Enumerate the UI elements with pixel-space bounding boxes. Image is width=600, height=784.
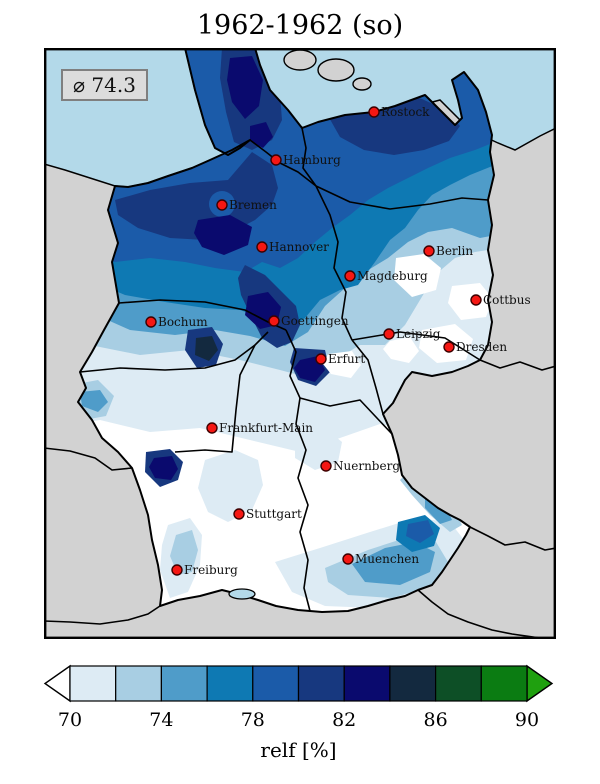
city-marker [470,294,482,306]
germany-contour-map: Rostock Hamburg Bremen Hannover Berlin Magdeb… [44,48,556,639]
contour-84-86 [195,336,218,361]
city-marker [342,553,354,565]
city-label: Bremen [229,198,277,212]
colorbar-segment [389,665,437,702]
colorbar-segment [435,665,482,702]
city-marker [320,460,332,472]
mean-value-badge: ⌀ 74.3 [61,69,148,101]
colorbar-over-arrow [526,664,554,703]
city-label: Stuttgart [246,507,302,521]
city-marker [145,316,157,328]
city-label: Hamburg [283,153,341,167]
city-marker [443,341,455,353]
city-label: Frankfurt-Main [219,421,313,435]
colorbar-axis-label: relf [%] [260,738,336,762]
colorbar-svg: 70 74 78 82 86 90 relf [%] [43,664,554,762]
eifel-patch-74-76 [80,390,108,412]
colorbar-segments [69,665,528,702]
colorbar-segment [297,665,345,702]
city-marker [270,154,282,166]
city-marker [256,241,268,253]
city-marker [383,328,395,340]
colorbar-ticks: 70 74 78 82 86 90 [58,709,539,731]
city-label: Bochum [158,315,208,329]
colorbar-tick-label: 86 [424,709,448,731]
city-marker [268,315,280,327]
city-label: Freiburg [184,563,238,577]
city-label: Goettingen [281,314,349,328]
map-frame [44,48,556,639]
city-marker [171,564,183,576]
city-label: Nuernberg [333,459,400,473]
city-label: Leipzig [396,327,441,341]
white-patch-berlin [394,254,441,297]
colorbar-under-arrow [43,664,71,703]
contour-82-84 [250,122,273,148]
colorbar-segment [69,665,117,702]
map-axes: Rostock Hamburg Bremen Hannover Berlin Magdeb… [44,48,556,639]
city-label: Magdeburg [357,269,428,283]
alps-patch-78-80 [406,520,434,543]
city-marker [216,199,228,211]
lake-constance [228,588,256,600]
white-patch-cottbus [448,283,493,320]
colorbar-tick-label: 74 [149,709,173,731]
contour-82-84 [227,56,263,119]
colorbar-tick-label: 90 [515,709,539,731]
contour-82-84 [149,456,178,480]
colorbar-tick-label: 82 [332,709,356,731]
city-label: Cottbus [483,293,531,307]
city-marker [423,245,435,257]
colorbar-tick-label: 70 [58,709,82,731]
colorbar-segment [115,665,162,702]
state-borders [79,127,489,612]
south-patch-72-74 [170,530,198,575]
white-patch-erfurt [323,351,361,378]
colorbar-segment [480,665,528,702]
city-marker [233,508,245,520]
contour-80-82 [115,152,278,240]
south-patch-70-72 [295,428,342,470]
city-marker [206,422,218,434]
germany-border [77,48,495,613]
cities-layer: Rostock Hamburg Bremen Hannover Berlin Magdeb… [145,105,531,577]
white-patch-leipzig [383,337,419,363]
city-marker [368,106,380,118]
colorbar-segment [206,665,254,702]
alps-patch-74-76 [352,542,435,585]
south-patch-70-72 [198,450,263,522]
contour-82-84 [194,215,252,255]
colorbar-segment [252,665,300,702]
danish-island [352,77,372,91]
danish-island [317,58,355,82]
colorbar: 70 74 78 82 86 90 relf [%] [0,650,600,780]
city-label: Rostock [381,105,430,119]
danish-island [283,49,317,71]
city-label: Dresden [456,340,507,354]
colorbar-tick-label: 78 [241,709,265,731]
page-title: 1962-1962 (so) [196,10,404,41]
city-label: Hannover [269,240,329,254]
city-label: Berlin [436,244,473,258]
city-label: Erfurt [328,352,365,366]
city-marker [315,353,327,365]
city-marker [344,270,356,282]
neighbor-borders [44,359,556,639]
city-label: Muenchen [355,552,419,566]
colorbar-segment [160,665,208,702]
colorbar-segment [343,665,391,702]
